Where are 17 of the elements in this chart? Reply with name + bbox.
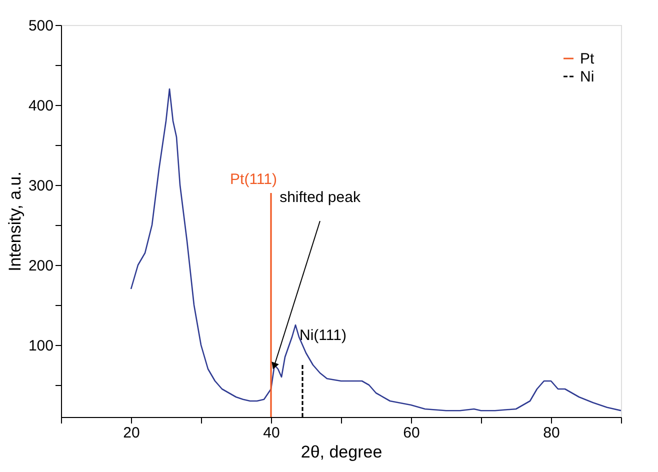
x-axis-title: 2θ, degree bbox=[300, 442, 382, 462]
x-tick-label: 80 bbox=[543, 424, 560, 442]
x-tick-label: 60 bbox=[403, 424, 420, 442]
legend-label: Ni bbox=[580, 68, 594, 86]
y-tick-label: 300 bbox=[28, 178, 54, 194]
annotation: Pt(111) bbox=[230, 171, 277, 188]
x-tick-label: 20 bbox=[123, 424, 140, 442]
annotation: shifted peak bbox=[280, 189, 361, 206]
annotation: Ni(111) bbox=[300, 327, 346, 344]
x-tick-label: 40 bbox=[263, 424, 280, 442]
y-tick-label: 400 bbox=[28, 98, 54, 114]
line-series bbox=[130, 88, 621, 412]
legend-label: Pt bbox=[580, 50, 596, 68]
y-tick-label: 500 bbox=[28, 18, 54, 34]
y-tick-label: 200 bbox=[28, 258, 54, 274]
y-tick-label: 100 bbox=[28, 338, 54, 354]
y-axis-title: Intensity, a.u. bbox=[5, 172, 24, 272]
